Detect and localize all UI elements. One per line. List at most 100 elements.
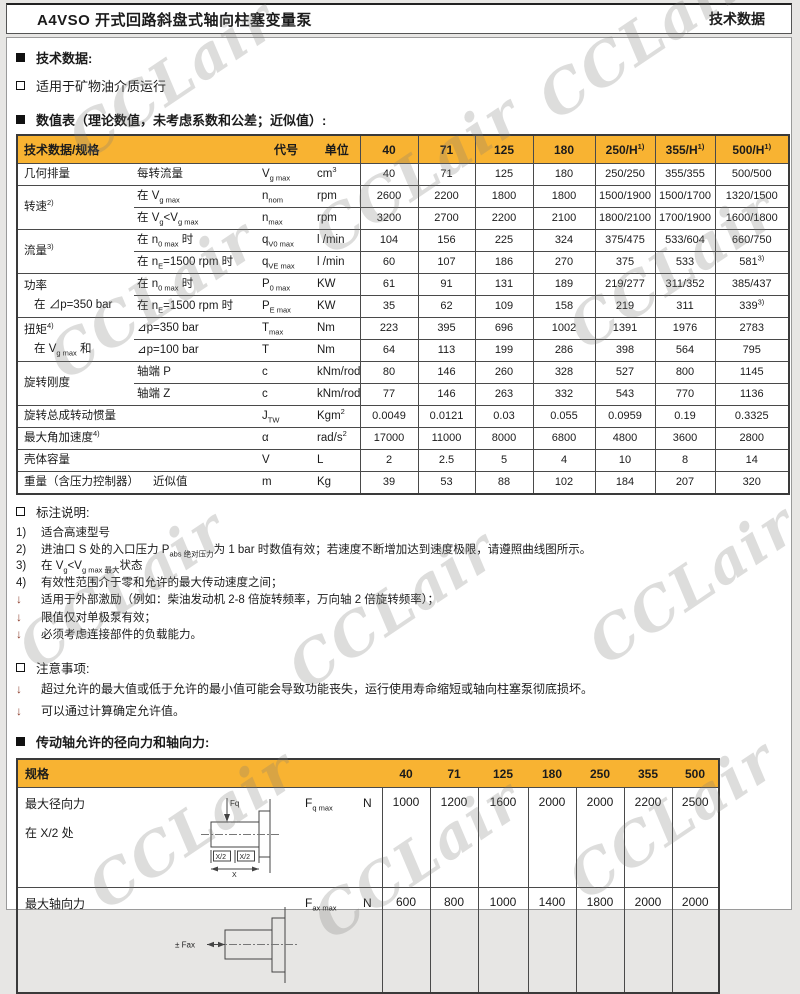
value-cell: 527 <box>594 361 655 384</box>
radial-force-row: 最大径向力 在 X/2 处 Fq <box>17 787 719 888</box>
forces-table: 规格 40 71 125 180 250 355 500 最大径向力 在 X/2… <box>16 758 720 994</box>
fq-label: Fq <box>230 799 239 808</box>
value-cell: 2100 <box>532 207 595 230</box>
row-code: JTW <box>258 405 314 428</box>
value-cell: 398 <box>594 339 655 362</box>
row-group-label: 转速2) <box>17 185 134 230</box>
value-cell: 88 <box>474 471 533 494</box>
row-unit: rpm <box>314 185 360 208</box>
row-code: V <box>258 449 314 472</box>
value-cell: 795 <box>714 339 789 362</box>
value-cell: 1500/1700 <box>654 185 715 208</box>
forces-header-row: 规格 40 71 125 180 250 355 500 <box>17 759 719 788</box>
value-cell: 1700/1900 <box>654 207 715 230</box>
hollow-square-bullet-icon <box>16 81 25 90</box>
row-sublabel: 轴端 P <box>134 361 258 384</box>
row-code: nnom <box>258 185 314 208</box>
axial-force-row: 最大轴向力 ± Fax <box>17 887 719 993</box>
value-cell: 1500/1900 <box>594 185 655 208</box>
value-cell: 40 <box>359 163 418 186</box>
value-cell: 770 <box>654 383 715 406</box>
value-cell: 1800 <box>575 887 624 993</box>
header-size-250: 250/H1) <box>594 135 655 164</box>
value-cell: 2200 <box>417 185 475 208</box>
value-cell: 260 <box>474 361 533 384</box>
value-cell: 156 <box>417 229 475 252</box>
row-code: qVE max <box>258 251 314 274</box>
axial-force-unit: N <box>363 896 372 910</box>
value-cell: 3393) <box>714 295 789 318</box>
value-cell: 109 <box>474 295 533 318</box>
row-sublabel: 在 Vg max <box>134 185 258 208</box>
value-cell: 332 <box>532 383 595 406</box>
filled-square-bullet-icon <box>16 53 25 62</box>
note-line: ↓ 必须考虑连接部件的负载能力。 <box>16 628 782 642</box>
row-sublabel: 在 nE=1500 rpm 时 <box>134 295 258 318</box>
value-cell: 800 <box>429 887 478 993</box>
value-cell: 225 <box>474 229 533 252</box>
value-cell: 1800 <box>532 185 595 208</box>
value-cell: 3200 <box>359 207 418 230</box>
value-cell: 125 <box>474 163 533 186</box>
row-unit: Nm <box>314 317 360 340</box>
content-sheet: 技术数据: 适用于矿物油介质运行 数值表（理论数值，未考虑系数和公差；近似值）:… <box>6 37 792 994</box>
notice-title-line: 注意事项: <box>16 658 782 677</box>
page-title-right: 技术数据 <box>709 11 765 27</box>
value-cell: 0.03 <box>474 405 533 428</box>
axial-force-label: 最大轴向力 <box>25 897 86 911</box>
value-cell: 0.0959 <box>594 405 655 428</box>
value-cell: 1800/2100 <box>594 207 655 230</box>
row-code: nmax <box>258 207 314 230</box>
value-table-caption: 数值表（理论数值，未考虑系数和公差；近似值）: <box>36 113 327 128</box>
hollow-square-bullet-icon <box>16 663 25 672</box>
value-cell: 71 <box>417 163 475 186</box>
value-cell: 2 <box>359 449 418 472</box>
main-table-row: 转速2) 在 Vg max nnom rpm 2600 2200 1800 1800 1500/… <box>17 185 789 230</box>
radial-force-unit: N <box>363 796 372 810</box>
main-table-row: 旋转总成转动惯量 JTW Kgm2 0.0049 0.0121 0.03 0.055 0.09… <box>17 405 789 428</box>
value-cell: 1400 <box>527 887 576 993</box>
page-title: A4VSO 开式回路斜盘式轴向柱塞变量泵 <box>37 11 313 29</box>
forces-header-label: 规格 <box>17 759 382 788</box>
medium-line-label: 适用于矿物油介质运行 <box>36 79 167 94</box>
row-code: m <box>258 471 314 494</box>
note-line: 3) 在 Vg<Vg max 最大状态 <box>16 560 782 574</box>
row-sublabel: 在 n0 max 时 <box>134 229 258 252</box>
main-table-row: 扭矩4) 在 Vg max 和 ⊿p=350 bar Tmax Nm 223 395 696 1… <box>17 317 789 362</box>
table-header-row: 技术数据/规格 代号 单位 40 71 125 180 250/H1) 355/… <box>17 135 789 164</box>
row-group-label: 最大角加速度4) <box>17 427 258 450</box>
main-table-row: 在 nE=1500 rpm 时 qVE max l /min 60 107 186 270 3… <box>17 251 789 274</box>
value-cell: 355/355 <box>654 163 715 186</box>
value-cell: 146 <box>417 383 475 406</box>
value-cell: 2.5 <box>417 449 475 472</box>
note-line: 4) 有效性范围介于零和允许的最大传动速度之间； <box>16 577 782 590</box>
value-cell: 219/277 <box>594 273 655 296</box>
value-cell: 14 <box>714 449 789 472</box>
forces-size-180: 180 <box>528 759 576 788</box>
value-cell: 223 <box>359 317 418 340</box>
value-cell: 375 <box>594 251 655 274</box>
value-cell: 2700 <box>417 207 475 230</box>
value-cell: 0.0121 <box>417 405 475 428</box>
title-bar: A4VSO 开式回路斜盘式轴向柱塞变量泵 技术数据 <box>6 3 792 34</box>
note-number: 3) <box>16 560 27 572</box>
value-cell: 385/437 <box>714 273 789 296</box>
shaft-axial-force-drawing: ± Fax <box>175 907 297 983</box>
value-cell: 1000 <box>477 887 528 993</box>
value-cell: 184 <box>594 471 655 494</box>
value-cell: 35 <box>359 295 418 318</box>
value-cell: 131 <box>474 273 533 296</box>
value-cell: 395 <box>417 317 475 340</box>
value-cell: 5813) <box>714 251 789 274</box>
value-cell: 102 <box>532 471 595 494</box>
value-cell: 4 <box>532 449 595 472</box>
row-unit: Kg <box>314 471 360 494</box>
value-cell: 1200 <box>429 787 478 888</box>
forces-heading: 传动轴允许的径向力和轴向力: <box>36 735 210 750</box>
footnotes-title: 标注说明: <box>36 506 90 520</box>
row-sublabel: 在 n0 max 时 <box>134 273 258 296</box>
value-cell: 80 <box>359 361 418 384</box>
header-spec: 技术数据/规格 <box>17 135 258 164</box>
note-line: ↓ 适用于外部激励（例如：柴油发动机 2-8 倍旋转频率，万向轴 2 倍旋转频率）… <box>16 593 782 607</box>
